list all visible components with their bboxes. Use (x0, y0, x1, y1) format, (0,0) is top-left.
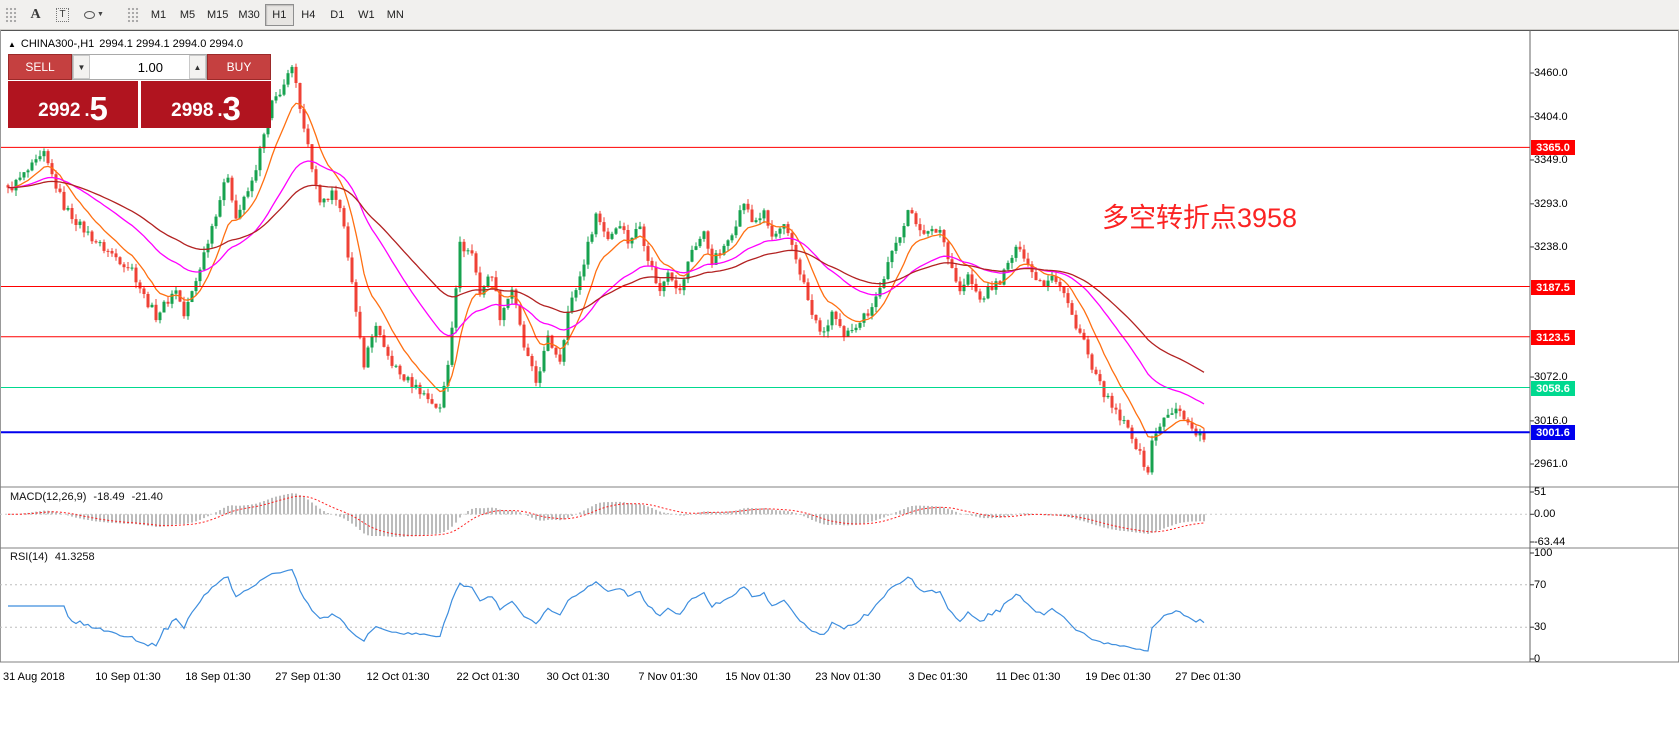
text-label-tool-icon: A (30, 6, 41, 22)
volume-increase-button[interactable]: ▲ (189, 55, 206, 79)
ohlc-values: 2994.1 2994.1 2994.0 2994.0 (99, 38, 244, 50)
sell-price-big-digit: 5 (89, 90, 108, 127)
chevron-down-icon: ▼ (97, 11, 104, 18)
macd-label: MACD(12,26,9) -18.49 -21.40 (10, 491, 163, 503)
timeframe-h4-button[interactable]: H4 (301, 8, 316, 21)
chart-annotation-text: 多空转折点3958 (1102, 203, 1298, 233)
chart-canvas[interactable] (0, 30, 1679, 733)
timeframe-toolbar-drag-handle[interactable] (126, 5, 139, 24)
ma-line-58 (7, 180, 1205, 373)
candles-layer (6, 63, 1206, 475)
text-tool-button[interactable]: T (49, 3, 76, 26)
sell-price-main: 2992 (38, 100, 81, 121)
sell-price-display[interactable]: 2992. 5 (8, 81, 138, 128)
timeframe-m5-button[interactable]: M5 (179, 8, 196, 21)
volume-spinner: ▼ 1.00 ▲ (72, 54, 207, 80)
trade-panel-top-row: SELL ▼ 1.00 ▲ BUY (8, 54, 271, 80)
rsi-label: RSI(14) 41.3258 (10, 551, 95, 563)
macd-value-1: -18.49 (93, 491, 125, 503)
symbol-marker-icon: ▲ (8, 39, 16, 49)
shapes-tool-button[interactable]: ▼ (76, 3, 112, 26)
timeframe-h1-button[interactable]: H1 (264, 3, 294, 26)
trade-panel-price-row: 2992. 5 2998. 3 (8, 81, 271, 128)
sell-price-dot: . (84, 100, 90, 120)
timeframe-m30-button[interactable]: M30 (238, 8, 260, 21)
buy-price-main: 2998 (171, 100, 214, 121)
timeframe-m1-button[interactable]: M1 (150, 8, 167, 21)
buy-price-display[interactable]: 2998. 3 (141, 81, 271, 128)
rsi-line (8, 568, 1205, 652)
rsi-value: 41.3258 (54, 551, 95, 563)
buy-price-dot: . (217, 100, 223, 120)
text-tool-icon: T (56, 7, 69, 22)
macd-name: MACD(12,26,9) (10, 491, 87, 503)
timeframe-w1-button[interactable]: W1 (358, 8, 375, 21)
macd-value-2: -21.40 (131, 491, 163, 503)
ma-line-32 (7, 160, 1205, 405)
one-click-trade-panel: SELL ▼ 1.00 ▲ BUY 2992. 5 2998. 3 (8, 54, 271, 128)
macd-histogram (11, 493, 1205, 537)
text-label-tool-button[interactable]: A (22, 3, 49, 26)
timeframe-buttons: M1 M5 M15 M30 H1 H4 D1 W1 MN (144, 3, 410, 26)
buy-button[interactable]: BUY (207, 54, 271, 80)
toolbar: A T ▼ M1 M5 M15 M30 H1 H4 D1 W1 MN (0, 0, 1679, 30)
timeframe-d1-button[interactable]: D1 (330, 8, 345, 21)
symbol-name: CHINA300-,H1 (20, 38, 95, 50)
chart-area[interactable]: ▲ CHINA300-,H1 2994.1 2994.1 2994.0 2994… (0, 30, 1679, 733)
timeframe-mn-button[interactable]: MN (386, 8, 404, 21)
macd-signal-line (8, 495, 1205, 537)
symbol-ohlc-line: ▲ CHINA300-,H1 2994.1 2994.1 2994.0 2994… (8, 38, 243, 50)
toolbar-drag-handle[interactable] (4, 5, 17, 24)
ma-line-10 (7, 102, 1205, 438)
shapes-tool-icon (84, 10, 96, 19)
volume-decrease-button[interactable]: ▼ (73, 55, 90, 79)
volume-value[interactable]: 1.00 (137, 59, 163, 75)
sell-button[interactable]: SELL (8, 54, 72, 80)
buy-price-big-digit: 3 (222, 90, 241, 127)
rsi-name: RSI(14) (10, 551, 48, 563)
timeframe-m15-button[interactable]: M15 (207, 8, 229, 21)
